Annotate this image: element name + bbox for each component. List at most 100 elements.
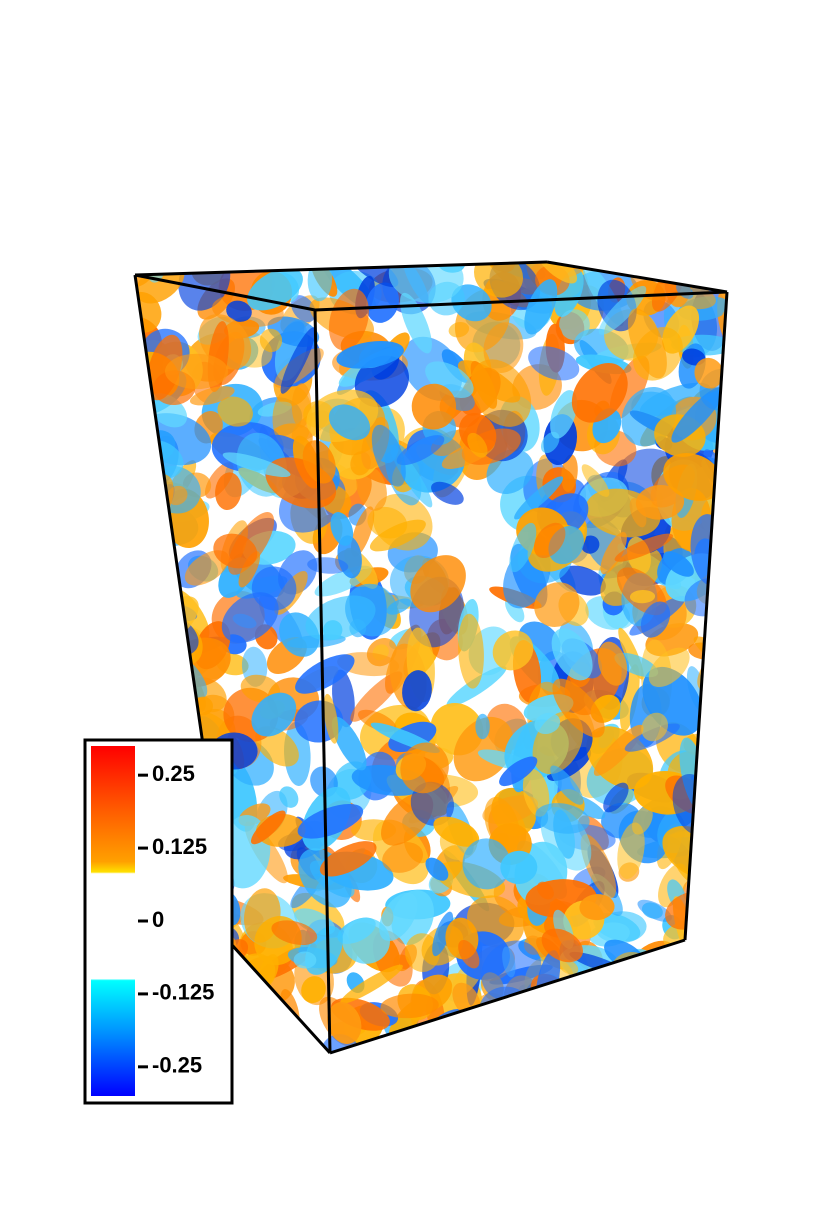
vortex-blob xyxy=(703,843,727,897)
vortex-blob xyxy=(614,1018,663,1037)
vortex-blob xyxy=(594,1017,623,1053)
vortex-blob xyxy=(259,328,283,353)
vortex-blob xyxy=(619,664,640,732)
vortex-blob xyxy=(251,566,297,611)
vortex-blob xyxy=(462,1036,489,1053)
vortex-blob xyxy=(307,557,349,574)
vortex-blob xyxy=(458,939,480,969)
vortex-blob xyxy=(676,967,720,1007)
vortex-blob xyxy=(707,1018,727,1053)
vortex-blob xyxy=(222,452,291,478)
vortex-blob xyxy=(603,782,629,813)
vortex-blob xyxy=(135,611,169,643)
vortex-blob xyxy=(137,670,190,720)
vortex-blob xyxy=(565,1007,601,1053)
box-edge xyxy=(230,943,332,1055)
colorbar-tick-label: 0.25 xyxy=(152,761,195,786)
vortex-blob xyxy=(382,841,424,873)
vortex-blob xyxy=(330,512,354,546)
vortex-blob xyxy=(319,841,377,877)
vortex-blob xyxy=(614,533,674,562)
vortex-blob xyxy=(663,453,723,501)
colorbar-tick-label: 0.125 xyxy=(152,834,207,859)
vortex-blob xyxy=(535,803,590,834)
box-edge xyxy=(314,290,728,312)
vortex-blob xyxy=(709,933,727,981)
vortex-blob xyxy=(135,682,195,705)
colorbar-legend: 0.25 0.125 0 -0.125 -0.25 xyxy=(83,738,234,1105)
vortex-blob xyxy=(593,724,644,776)
vortex-blob xyxy=(135,445,153,483)
vortex-blob xyxy=(579,894,615,921)
vortex-blob xyxy=(328,288,369,351)
vortex-blob xyxy=(345,583,398,637)
box-edge xyxy=(313,309,332,1054)
vortex-blob xyxy=(632,806,653,835)
vortex-blob xyxy=(697,262,727,290)
vortex-blob xyxy=(366,282,399,323)
vortex-blob xyxy=(693,812,727,851)
vortex-blob xyxy=(514,476,564,520)
colorbar xyxy=(91,746,135,1096)
vortex-blob xyxy=(611,1033,636,1053)
vortex-blob xyxy=(135,616,147,663)
vortex-blob xyxy=(165,353,229,390)
vortex-blob xyxy=(441,1031,485,1053)
vortex-blob xyxy=(552,678,605,738)
vortex-blob xyxy=(400,742,449,794)
vortex-blob xyxy=(668,951,699,1001)
vortex-blob xyxy=(135,662,148,691)
vortex-blob xyxy=(500,850,538,885)
box-edge xyxy=(134,273,316,312)
vortex-blob xyxy=(534,712,561,734)
vortex-blob xyxy=(694,357,724,389)
vortex-blob xyxy=(135,474,159,512)
vortex-blob xyxy=(581,535,600,554)
vortex-blob xyxy=(600,993,629,1029)
vortex-blob xyxy=(559,309,590,341)
vortex-blob xyxy=(281,1048,305,1053)
vortex-blob xyxy=(433,816,480,847)
vortex-blob xyxy=(707,661,727,698)
vortex-blob xyxy=(598,285,647,335)
vortex-blob xyxy=(250,810,286,845)
vortex-blob xyxy=(550,390,578,439)
vortex-blob xyxy=(691,873,727,918)
vortex-blob xyxy=(685,941,719,974)
vortex-blob xyxy=(499,756,538,787)
box-edge xyxy=(134,260,548,277)
vortex-blob xyxy=(135,649,164,708)
vortex-blob xyxy=(509,522,537,573)
vortex-blob xyxy=(663,551,694,577)
bounding-box xyxy=(133,260,729,1055)
vortex-blob xyxy=(280,327,316,394)
vortex-blob xyxy=(135,613,161,634)
vortex-blob xyxy=(432,911,454,957)
vortex-blob xyxy=(702,668,727,704)
vortex-blob xyxy=(699,700,726,745)
vortex-blob xyxy=(371,424,406,487)
vortex-blob xyxy=(425,857,449,881)
vortex-blob xyxy=(696,815,721,850)
vortex-blob xyxy=(166,485,188,506)
vortex-blob xyxy=(490,1011,538,1032)
vortex-blob xyxy=(551,628,593,681)
vortex-blob xyxy=(467,432,488,458)
vortex-blob xyxy=(686,1023,727,1053)
vortex-blob xyxy=(189,386,235,406)
vortex-blob xyxy=(608,1024,655,1053)
vortex-blob xyxy=(217,396,253,427)
colorbar-tick-label: -0.125 xyxy=(152,980,214,1005)
vortex-blob xyxy=(554,1022,598,1053)
vortex-blob xyxy=(722,667,727,701)
vortex-blob xyxy=(462,838,511,890)
vortex-blob xyxy=(709,619,727,686)
vortex-blob xyxy=(135,604,182,661)
vortex-blob xyxy=(707,944,727,995)
vortex-blob xyxy=(687,911,727,954)
vortex-blob xyxy=(323,693,339,744)
vortex-blob xyxy=(293,951,317,969)
vortex-blob xyxy=(627,308,667,379)
vortex-blob xyxy=(630,984,670,1041)
